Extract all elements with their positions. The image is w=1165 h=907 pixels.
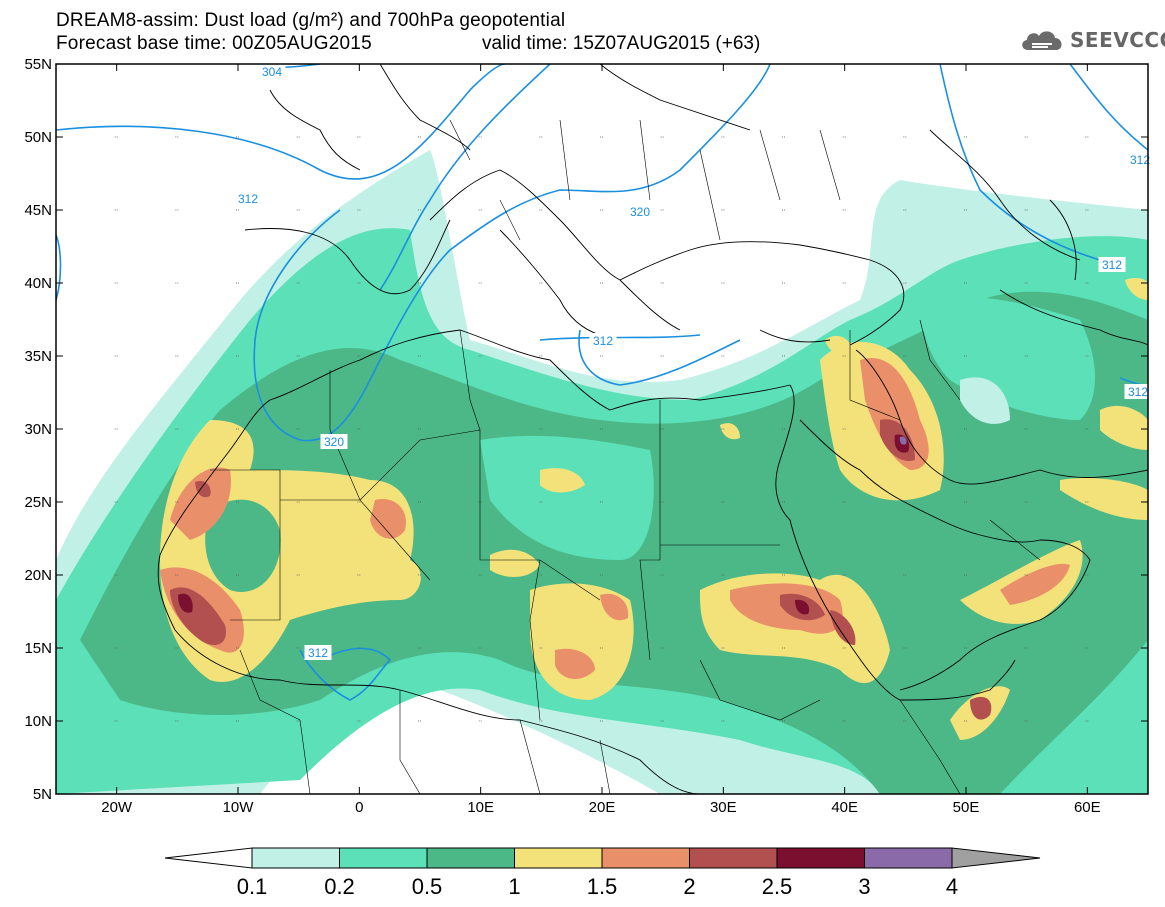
contour-labels: 312 312 320 320 312 312 312 312 304 (234, 64, 1154, 660)
contour-label: 312 (1102, 258, 1122, 272)
colorbar-label: 2 (683, 874, 695, 899)
lat-tick-label: 45N (24, 202, 52, 219)
country-borders (210, 119, 1041, 794)
valid-time: valid time: 15Z07AUG2015 (+63) (482, 33, 761, 54)
dust-region-inner (480, 435, 654, 560)
colorbar-label: 4 (946, 874, 958, 899)
lat-tick-label: 20N (24, 567, 52, 584)
contour-label: 312 (238, 192, 258, 206)
lon-tick-label: 60E (1074, 799, 1101, 816)
colorbar-label: 0.1 (237, 874, 268, 899)
colorbar-over-triangle (951, 847, 1041, 869)
dust-field (56, 64, 1148, 794)
lat-tick-label: 30N (24, 421, 52, 438)
lat-tick-label: 15N (24, 640, 52, 657)
colorbar-label: 0.5 (412, 874, 443, 899)
contour-label: 304 (262, 65, 282, 79)
lon-tick-label: 20E (589, 799, 616, 816)
lat-tick-label: 55N (24, 56, 52, 73)
contour-label: 312 (593, 334, 613, 348)
lat-tick-label: 40N (24, 275, 52, 292)
lon-tick-label: 0 (355, 799, 363, 816)
contour-label: 312 (1128, 385, 1148, 399)
colorbar-swatch (864, 847, 953, 869)
colorbar-swatch (776, 847, 865, 869)
colorbar-swatch (426, 847, 515, 869)
cloud-logo-icon (1022, 31, 1062, 50)
colorbar-swatch (339, 847, 428, 869)
dust-region-1.5 (170, 467, 231, 540)
contour-label: 320 (324, 435, 344, 449)
logo-text: SEEVCCC (1070, 28, 1165, 52)
contour-label: 312 (1130, 153, 1150, 167)
colorbar-label: 0.2 (324, 874, 355, 899)
lon-tick-label: 20W (101, 799, 133, 816)
colorbar: 0.1 0.2 0.5 1 1.5 2 2.5 3 4 (164, 847, 1041, 899)
longitude-labels: 20W 10W 0 10E 20E 30E 40E 50E 60E (101, 799, 1100, 816)
colorbar-under-triangle (164, 847, 253, 869)
latitude-labels: 5N 10N 15N 20N 25N 30N 35N 40N 45N 50N 55N (24, 56, 52, 803)
colorbar-swatch (514, 847, 603, 869)
colorbar-label: 1 (508, 874, 520, 899)
colorbar-swatch (601, 847, 690, 869)
lat-tick-label: 25N (24, 494, 52, 511)
contour-label: 312 (308, 646, 328, 660)
chart-title: DREAM8-assim: Dust load (g/m²) and 700hP… (56, 10, 566, 31)
lat-tick-label: 50N (24, 129, 52, 146)
lat-tick-label: 5N (33, 786, 52, 803)
colorbar-label: 2.5 (762, 874, 793, 899)
axis-ticks (56, 63, 1148, 795)
colorbar-swatch (251, 847, 340, 869)
lon-tick-label: 30E (710, 799, 737, 816)
lat-tick-label: 35N (24, 348, 52, 365)
geopotential-contours (56, 64, 1148, 701)
forecast-base-time: Forecast base time: 00Z05AUG2015 (56, 33, 372, 54)
dust-region-2.5 (178, 593, 193, 613)
lon-tick-label: 10E (467, 799, 494, 816)
colorbar-label: 3 (858, 874, 870, 899)
dust-region-3 (899, 436, 907, 445)
colorbar-label: 1.5 (587, 874, 618, 899)
lon-tick-label: 40E (831, 799, 858, 816)
lon-tick-label: 50E (953, 799, 980, 816)
lon-tick-label: 10W (223, 799, 255, 816)
colorbar-swatch (689, 847, 778, 869)
seevccc-logo: SEEVCCC (1018, 24, 1165, 56)
contour-label: 320 (630, 205, 650, 219)
lat-tick-label: 10N (24, 713, 52, 730)
